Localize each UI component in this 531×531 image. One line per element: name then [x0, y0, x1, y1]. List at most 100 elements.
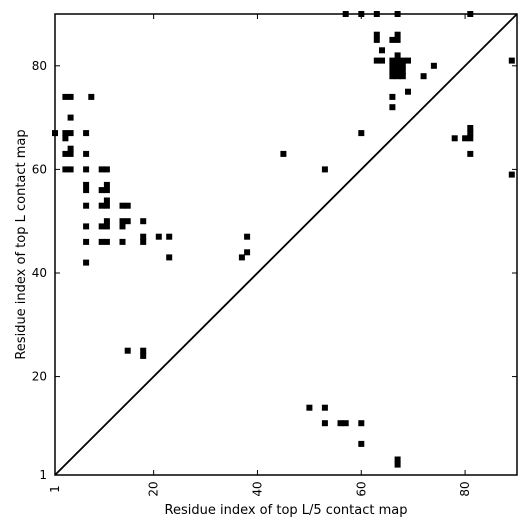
contact-point: [83, 223, 90, 230]
contact-point: [399, 68, 406, 74]
contact-point: [155, 233, 162, 240]
contact-point: [166, 233, 173, 240]
contact-point: [103, 166, 110, 173]
contact-point: [394, 73, 401, 80]
contact-point: [373, 36, 380, 43]
contact-point: [451, 135, 458, 142]
contact-point: [83, 238, 90, 245]
contact-point: [62, 130, 69, 137]
contact-point: [467, 150, 474, 157]
contact-point: [98, 187, 105, 194]
plot-frame: [54, 13, 518, 476]
contact-point: [394, 36, 401, 43]
contact-point: [62, 135, 69, 142]
contact-point: [98, 166, 105, 173]
contact-point: [244, 233, 251, 240]
contact-point: [280, 150, 287, 157]
contact-point: [508, 57, 515, 64]
contact-point: [103, 218, 110, 225]
contact-point: [321, 166, 328, 173]
contact-point: [379, 47, 385, 54]
contact-point: [103, 238, 110, 245]
contact-point: [67, 145, 74, 152]
contact-point: [103, 197, 110, 204]
contact-point: [238, 254, 245, 261]
contact-point: [83, 130, 90, 137]
x-tick-label: 20: [147, 481, 161, 496]
contact-point: [88, 93, 95, 100]
y-tick-label: 60: [32, 162, 47, 176]
contact-point: [394, 57, 401, 64]
contact-point: [389, 104, 396, 111]
contact-point: [394, 461, 401, 468]
contact-point: [103, 202, 110, 209]
y-tick-label: 20: [32, 370, 47, 384]
contact-point: [321, 404, 328, 411]
contact-point: [98, 238, 105, 245]
contact-point: [394, 31, 401, 38]
contact-point: [83, 181, 90, 188]
contact-point: [83, 150, 90, 157]
contact-point: [140, 347, 147, 354]
x-tick-label: 60: [354, 481, 368, 496]
contact-point: [166, 254, 173, 261]
contact-point: [67, 130, 74, 137]
contact-point: [83, 259, 90, 266]
contact-point: [394, 52, 401, 59]
contact-point: [67, 93, 74, 100]
contact-points-layer: [52, 11, 515, 468]
contact-point: [358, 130, 365, 137]
contact-point: [462, 135, 469, 142]
contact-point: [83, 166, 90, 173]
contact-point: [62, 166, 69, 173]
contact-point: [244, 249, 251, 256]
contact-point: [62, 150, 69, 157]
contact-point: [103, 187, 110, 194]
contact-point: [508, 171, 515, 178]
contact-point: [373, 31, 380, 38]
contact-point: [140, 218, 147, 225]
contact-point: [62, 93, 69, 100]
contact-point: [358, 440, 365, 447]
contact-point: [389, 62, 396, 69]
contact-point: [342, 420, 349, 427]
contact-point: [321, 420, 328, 427]
contact-point: [373, 57, 380, 64]
contact-point: [389, 73, 396, 80]
contact-point: [467, 135, 474, 142]
contact-point: [103, 223, 110, 230]
contact-point: [420, 73, 427, 80]
contact-point: [119, 218, 126, 225]
y-tick-label: 40: [32, 266, 47, 280]
contact-point: [119, 202, 126, 209]
contact-point: [389, 93, 396, 100]
contact-point: [140, 233, 147, 240]
axis-ticks-layer: 1 20 40 60 80 1 20 40 60 80: [32, 14, 517, 497]
contact-point: [405, 88, 411, 95]
contact-point: [399, 73, 406, 80]
contact-point: [83, 187, 90, 194]
contact-point: [405, 57, 411, 64]
contact-point: [399, 57, 406, 64]
y-tick-label: 80: [32, 59, 47, 73]
contact-point: [337, 420, 344, 427]
contact-point: [119, 223, 126, 230]
diagonal-line: [54, 13, 518, 476]
y-axis-label: Residue index of top L contact map: [14, 129, 29, 359]
contact-point: [430, 62, 437, 69]
contact-point: [98, 202, 105, 209]
x-tick-label: 80: [458, 481, 472, 496]
contact-point: [389, 36, 396, 43]
contact-point: [124, 218, 131, 225]
contact-point: [467, 125, 474, 131]
contact-point: [394, 68, 401, 74]
contact-point: [103, 181, 110, 188]
x-tick-label: 1: [48, 485, 62, 493]
contact-point: [389, 57, 396, 64]
contact-point: [67, 150, 74, 157]
x-axis-label: Residue index of top L/5 contact map: [165, 503, 408, 518]
contact-point: [119, 238, 126, 245]
contact-point: [306, 404, 313, 411]
x-tick-label: 40: [250, 481, 264, 496]
